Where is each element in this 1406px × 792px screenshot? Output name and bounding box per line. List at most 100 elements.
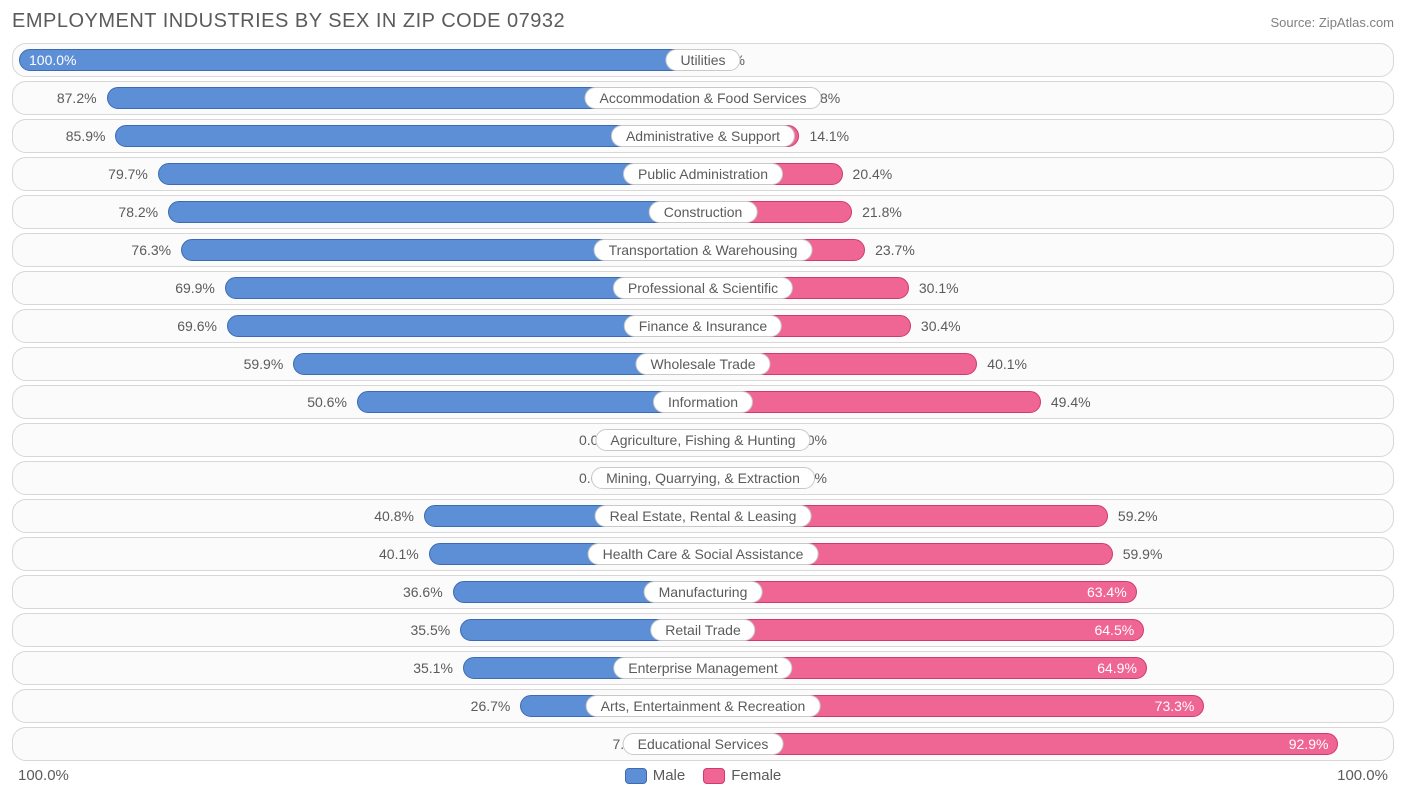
header-row: EMPLOYMENT INDUSTRIES BY SEX IN ZIP CODE… xyxy=(12,10,1394,33)
half-right: 20.4% xyxy=(703,163,1387,185)
pct-male: 50.6% xyxy=(307,394,347,410)
chart-row: 0.0%0.0%Agriculture, Fishing & Hunting xyxy=(12,423,1394,457)
half-right: 0.0% xyxy=(703,49,1387,71)
half-right: 30.4% xyxy=(703,315,1387,337)
chart-row: 7.1% 92.9% Educational Services xyxy=(12,727,1394,761)
chart-row: 40.1%59.9%Health Care & Social Assistanc… xyxy=(12,537,1394,571)
half-right: 14.1% xyxy=(703,125,1387,147)
chart-row: 78.2% 21.8% Construction xyxy=(12,195,1394,229)
chart-row: 85.9% 14.1% Administrative & Support xyxy=(12,119,1394,153)
chart-title: EMPLOYMENT INDUSTRIES BY SEX IN ZIP CODE… xyxy=(12,10,565,33)
pct-male: 78.2% xyxy=(118,204,158,220)
chart-rows: 100.0% 0.0%Utilities 87.2%12.8%Accommodati… xyxy=(12,43,1394,761)
half-left: 59.9% xyxy=(19,353,703,375)
bar-male xyxy=(158,163,703,185)
chart-row: 100.0% 0.0%Utilities xyxy=(12,43,1394,77)
chart-source: Source: ZipAtlas.com xyxy=(1270,15,1394,30)
pct-male: 59.9% xyxy=(244,356,284,372)
bar-female xyxy=(703,733,1338,755)
category-label: Mining, Quarrying, & Extraction xyxy=(591,467,815,489)
half-left: 79.7% xyxy=(19,163,703,185)
category-label: Health Care & Social Assistance xyxy=(588,543,819,565)
chart-container: EMPLOYMENT INDUSTRIES BY SEX IN ZIP CODE… xyxy=(0,0,1406,792)
pct-female: 23.7% xyxy=(875,242,915,258)
half-right: 64.5% xyxy=(703,619,1387,641)
pct-female: 64.5% xyxy=(1094,622,1134,638)
chart-row: 26.7%73.3%Arts, Entertainment & Recreati… xyxy=(12,689,1394,723)
pct-female: 49.4% xyxy=(1051,394,1091,410)
category-label: Information xyxy=(653,391,753,413)
pct-female: 63.4% xyxy=(1087,584,1127,600)
category-label: Construction xyxy=(649,201,758,223)
category-label: Educational Services xyxy=(623,733,784,755)
chart-row: 35.1% 64.9% Enterprise Management xyxy=(12,651,1394,685)
pct-female: 30.1% xyxy=(919,280,959,296)
pct-female: 59.2% xyxy=(1118,508,1158,524)
pct-male: 100.0% xyxy=(29,52,76,68)
pct-male: 76.3% xyxy=(131,242,171,258)
half-right: 21.8% xyxy=(703,201,1387,223)
half-left: 100.0% xyxy=(19,49,703,71)
half-right: 64.9% xyxy=(703,657,1387,679)
pct-female: 20.4% xyxy=(853,166,893,182)
half-right: 63.4% xyxy=(703,581,1387,603)
pct-male: 85.9% xyxy=(66,128,106,144)
category-label: Public Administration xyxy=(623,163,783,185)
pct-female: 64.9% xyxy=(1097,660,1137,676)
half-left: 69.9% xyxy=(19,277,703,299)
category-label: Enterprise Management xyxy=(613,657,792,679)
half-left: 50.6% xyxy=(19,391,703,413)
pct-female: 30.4% xyxy=(921,318,961,334)
chart-row: 79.7% 20.4% Public Administration xyxy=(12,157,1394,191)
pct-male: 36.6% xyxy=(403,584,443,600)
half-left: 36.6% xyxy=(19,581,703,603)
pct-male: 69.6% xyxy=(177,318,217,334)
pct-male: 35.1% xyxy=(413,660,453,676)
pct-male: 40.1% xyxy=(379,546,419,562)
pct-female: 40.1% xyxy=(987,356,1027,372)
bar-female xyxy=(703,391,1041,413)
category-label: Accommodation & Food Services xyxy=(585,87,822,109)
category-label: Arts, Entertainment & Recreation xyxy=(586,695,821,717)
pct-female: 92.9% xyxy=(1289,736,1329,752)
chart-row: 50.6% 49.4% Information xyxy=(12,385,1394,419)
half-left: 85.9% xyxy=(19,125,703,147)
half-right: 49.4% xyxy=(703,391,1387,413)
pct-male: 40.8% xyxy=(374,508,414,524)
chart-row: 69.6% 30.4% Finance & Insurance xyxy=(12,309,1394,343)
half-left: 35.1% xyxy=(19,657,703,679)
category-label: Real Estate, Rental & Leasing xyxy=(595,505,812,527)
pct-female: 14.1% xyxy=(809,128,849,144)
bar-male xyxy=(357,391,703,413)
pct-female: 21.8% xyxy=(862,204,902,220)
chart-row: 59.9%40.1%Wholesale Trade xyxy=(12,347,1394,381)
chart-row: 36.6% 63.4% Manufacturing xyxy=(12,575,1394,609)
half-left: 7.1% xyxy=(19,733,703,755)
chart-row: 35.5% 64.5% Retail Trade xyxy=(12,613,1394,647)
category-label: Transportation & Warehousing xyxy=(594,239,813,261)
category-label: Retail Trade xyxy=(650,619,755,641)
category-label: Utilities xyxy=(665,49,740,71)
pct-male: 87.2% xyxy=(57,90,97,106)
half-left: 69.6% xyxy=(19,315,703,337)
chart-row: 87.2%12.8%Accommodation & Food Services xyxy=(12,81,1394,115)
half-right: 30.1% xyxy=(703,277,1387,299)
pct-female: 73.3% xyxy=(1155,698,1195,714)
bar-female xyxy=(703,619,1144,641)
half-left: 78.2% xyxy=(19,201,703,223)
chart-row: 69.9% 30.1% Professional & Scientific xyxy=(12,271,1394,305)
pct-male: 35.5% xyxy=(410,622,450,638)
category-label: Professional & Scientific xyxy=(613,277,793,299)
half-right: 92.9% xyxy=(703,733,1387,755)
pct-male: 69.9% xyxy=(175,280,215,296)
category-label: Agriculture, Fishing & Hunting xyxy=(595,429,810,451)
bar-female xyxy=(703,581,1137,603)
chart-row: 76.3% 23.7% Transportation & Warehousing xyxy=(12,233,1394,267)
category-label: Finance & Insurance xyxy=(624,315,782,337)
bar-male xyxy=(19,49,703,71)
chart-row: 0.0%0.0%Mining, Quarrying, & Extraction xyxy=(12,461,1394,495)
half-left: 35.5% xyxy=(19,619,703,641)
chart-row: 40.8% 59.2% Real Estate, Rental & Leasing xyxy=(12,499,1394,533)
category-label: Manufacturing xyxy=(644,581,763,603)
category-label: Administrative & Support xyxy=(611,125,795,147)
